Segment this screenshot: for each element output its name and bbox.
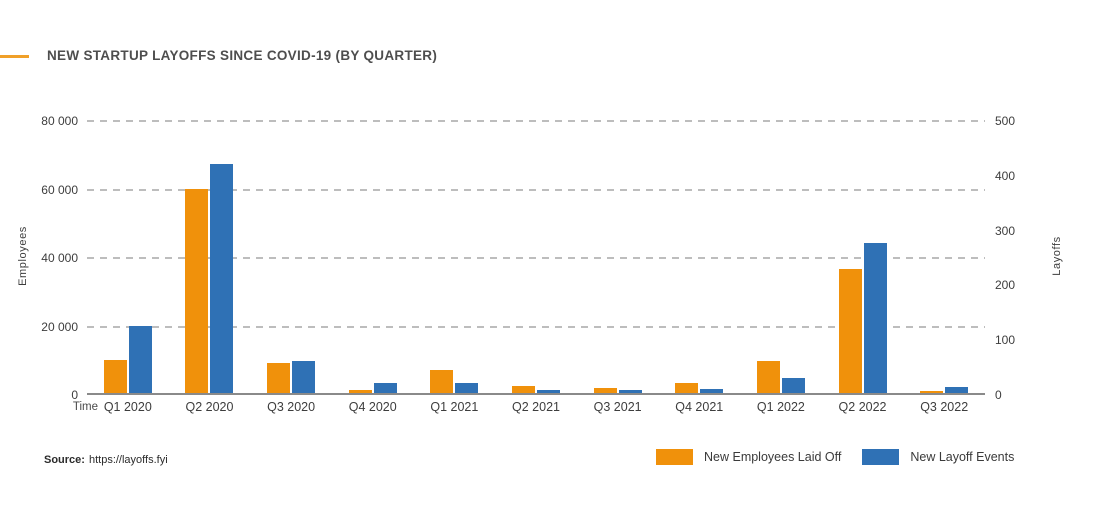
x-axis-label-q4-2020: Q4 2020	[348, 400, 397, 414]
bar-employees-q2-2022	[838, 269, 862, 394]
title-accent-dash	[0, 55, 29, 58]
bar-layoff-events-q1-2022	[781, 378, 805, 394]
bar-employees-q2-2020	[185, 189, 209, 394]
legend-item: New Employees Laid Off	[656, 449, 841, 465]
bar-layoff-events-q4-2020	[373, 382, 397, 394]
legend-swatch	[862, 449, 900, 465]
source-note: Source: https://layoffs.fyi	[44, 454, 168, 466]
source-label: Source:	[44, 454, 85, 466]
right-axis-tick-label: 200	[995, 278, 1016, 293]
bar-employees-q4-2020	[348, 389, 372, 394]
legend-label: New Layoff Events	[910, 450, 1015, 464]
bar-layoff-events-q2-2020	[210, 163, 234, 394]
left-axis-tick-label: 20 000	[41, 319, 78, 334]
x-axis-label-q3-2022: Q3 2022	[920, 400, 969, 414]
gridline	[87, 188, 985, 191]
right-axis-tick-label: 300	[995, 223, 1016, 238]
bar-employees-q1-2021	[430, 370, 454, 394]
legend-label: New Employees Laid Off	[704, 450, 842, 464]
x-axis-line	[87, 393, 985, 395]
x-axis-title: Time	[72, 401, 98, 413]
plot-area	[87, 120, 985, 395]
x-axis-label-q4-2021: Q4 2021	[675, 400, 724, 414]
gridline	[87, 120, 985, 122]
chart-title: NEW STARTUP LAYOFFS SINCE COVID-19 (BY Q…	[47, 48, 438, 63]
bar-employees-q4-2021	[675, 383, 699, 394]
x-axis-label-q2-2020: Q2 2020	[185, 400, 234, 414]
right-axis-tick-label: 0	[995, 388, 1002, 402]
bar-layoff-events-q3-2020	[292, 360, 316, 394]
bar-layoff-events-q2-2021	[537, 390, 560, 394]
bar-employees-q3-2020	[267, 362, 291, 394]
bar-employees-q2-2021	[512, 385, 535, 394]
right-axis-tick-label: 100	[995, 333, 1016, 348]
legend-swatch	[656, 449, 693, 465]
left-axis-tick-label: 40 000	[41, 251, 78, 265]
bar-layoff-events-q3-2021	[618, 389, 642, 394]
bar-employees-q3-2022	[920, 390, 944, 394]
x-axis-label-q1-2021: Q1 2021	[430, 400, 479, 414]
source-url-text: https://layoffs.fyi	[88, 454, 168, 466]
x-axis-label-q3-2021: Q3 2021	[593, 400, 642, 414]
x-axis-label-q2-2021: Q2 2021	[512, 400, 560, 414]
bar-employees-q3-2021	[593, 387, 617, 394]
legend-item: New Layoff Events	[862, 449, 1014, 465]
right-axis-tick-label: 400	[995, 168, 1016, 183]
bar-layoff-events-q1-2021	[455, 383, 479, 394]
bar-employees-q1-2022	[756, 360, 780, 394]
bar-layoff-events-q3-2022	[945, 387, 969, 394]
left-axis-tick-label: 0	[71, 388, 78, 402]
x-axis-label-q3-2020: Q3 2020	[267, 400, 316, 414]
bar-layoff-events-q2-2022	[863, 243, 887, 394]
bar-layoff-events-q1-2020	[128, 326, 152, 394]
x-axis-label-q2-2022: Q2 2022	[838, 400, 887, 414]
bar-employees-q1-2020	[103, 360, 127, 394]
right-axis-tick-label: 500	[995, 114, 1016, 128]
x-axis-label-q1-2020: Q1 2020	[103, 400, 152, 414]
gridline	[87, 325, 985, 328]
left-axis-tick-label: 60 000	[41, 182, 78, 197]
right-axis-title: Layoffs	[1051, 236, 1063, 276]
gridline	[87, 257, 985, 259]
left-axis-tick-label: 80 000	[41, 114, 78, 128]
x-axis-label-q1-2022: Q1 2022	[756, 400, 805, 414]
legend: New Employees Laid Off New Layoff Events	[656, 449, 1014, 465]
bar-layoff-events-q4-2021	[700, 389, 724, 394]
